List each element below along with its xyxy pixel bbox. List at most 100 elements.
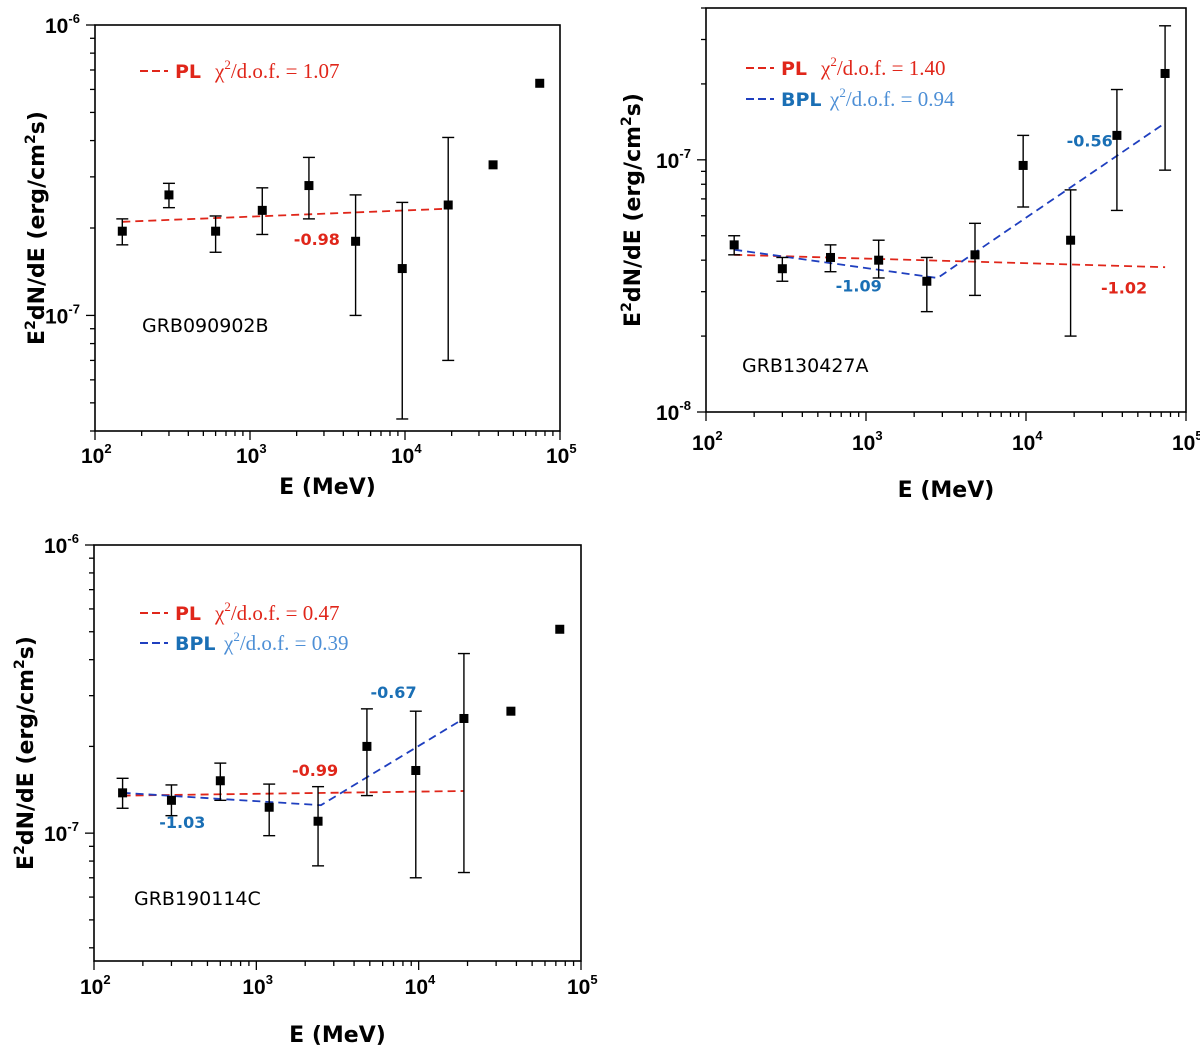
x-axis-title: E (MeV) (279, 475, 376, 500)
y-tick-label: 10-6 (44, 531, 79, 558)
y-tick-exponent: -7 (67, 819, 79, 834)
data-point (313, 816, 323, 826)
y-tick-exponent: -7 (68, 301, 80, 316)
data-point (215, 776, 225, 786)
legend-label-pl: PL (781, 58, 807, 80)
data-point (362, 741, 372, 751)
chi-sup: 2 (830, 54, 837, 69)
y-title-sup: 2 (12, 659, 28, 669)
x-tick-label: 105 (546, 441, 577, 468)
data-point (264, 802, 274, 812)
y-title-sup: 2 (23, 134, 39, 144)
legend-label-pl: PL (175, 603, 201, 625)
chi-sup: 2 (233, 629, 240, 644)
x-tick-exponent: 2 (103, 972, 110, 987)
chi-value: /d.o.f. = 0.47 (231, 601, 340, 625)
pl-fit-line (122, 207, 449, 223)
y-axis-title: E2dN/dE (erg/cm2s) (619, 93, 646, 327)
x-tick-label: 104 (405, 972, 436, 999)
data-point (488, 160, 498, 170)
x-tick-label: 103 (236, 441, 267, 468)
x-tick-label: 102 (692, 428, 723, 455)
x-tick-exponent: 3 (875, 428, 882, 443)
y-title-part: s) (621, 93, 646, 116)
legend-chi2: χ2/d.o.f. = 0.94 (829, 85, 955, 111)
legend-chi2: χ2/d.o.f. = 0.39 (223, 629, 349, 655)
chi-value: /d.o.f. = 1.40 (837, 56, 946, 80)
legend-chi2: χ2/d.o.f. = 1.40 (820, 54, 946, 80)
pl-fit-line (734, 253, 1166, 269)
data-point (826, 252, 836, 262)
x-tick-label: 103 (852, 428, 883, 455)
slope-label: -0.98 (294, 230, 340, 249)
grb-name: GRB190114C (134, 888, 261, 910)
x-tick-base: 10 (1012, 432, 1035, 455)
y-title-part: s) (25, 111, 50, 134)
data-point (459, 713, 469, 723)
slope-label: -0.67 (370, 683, 416, 702)
y-title-part: s) (14, 636, 39, 659)
y-tick-base: 10 (45, 15, 68, 38)
data-point (397, 264, 407, 274)
x-tick-label: 105 (567, 972, 598, 999)
data-point (164, 190, 174, 200)
data-point (443, 200, 453, 210)
chi-sup: 2 (224, 57, 231, 72)
y-tick-label: 10-7 (44, 819, 79, 846)
data-point (166, 795, 176, 805)
data-point (304, 181, 314, 191)
y-tick-exponent: -7 (679, 146, 691, 161)
x-tick-base: 10 (692, 432, 715, 455)
data-point (211, 226, 221, 236)
data-point (1112, 130, 1122, 140)
x-axis-title: E (MeV) (289, 1023, 386, 1048)
x-tick-exponent: 3 (266, 972, 273, 987)
data-point (257, 205, 267, 215)
data-point (970, 250, 980, 260)
y-title-sup: 2 (619, 116, 635, 126)
x-tick-exponent: 5 (569, 441, 576, 456)
y-title-part: E (621, 312, 646, 327)
y-tick-base: 10 (44, 823, 67, 846)
chi-symbol: χ (223, 631, 234, 655)
data-point (411, 765, 421, 775)
y-tick-label: 10-6 (45, 11, 80, 38)
y-axis-title: E2dN/dE (erg/cm2s) (23, 111, 50, 345)
slope-label: -0.56 (1067, 131, 1113, 150)
chi-symbol: χ (829, 87, 840, 111)
x-tick-base: 10 (405, 976, 428, 999)
legend-chi2: χ2/d.o.f. = 0.47 (214, 599, 340, 625)
data-point (555, 624, 565, 634)
x-tick-exponent: 5 (590, 972, 597, 987)
y-title-sup: 2 (23, 320, 39, 330)
bpl-fit-line (734, 122, 1166, 279)
data-point (777, 264, 787, 274)
x-tick-exponent: 4 (1035, 428, 1043, 443)
slope-label: -1.03 (159, 813, 205, 832)
data-point (1066, 235, 1076, 245)
x-tick-label: 102 (81, 441, 112, 468)
x-tick-label: 104 (1012, 428, 1043, 455)
legend-label-bpl: BPL (781, 89, 822, 111)
y-title-part: dN/dE (erg/cm (25, 144, 50, 320)
y-tick-base: 10 (44, 535, 67, 558)
x-tick-exponent: 2 (715, 428, 722, 443)
y-tick-base: 10 (45, 305, 68, 328)
data-point (1160, 68, 1170, 78)
y-title-part: E (25, 330, 50, 345)
data-point (874, 255, 884, 265)
data-point (729, 240, 739, 250)
y-title-part: dN/dE (erg/cm (621, 126, 646, 302)
y-tick-label: 10-7 (656, 146, 691, 173)
x-tick-base: 10 (236, 445, 259, 468)
grb-name: GRB130427A (742, 355, 869, 377)
legend-label-pl: PL (175, 61, 201, 83)
x-tick-label: 105 (1172, 428, 1200, 455)
y-tick-exponent: -6 (67, 531, 79, 546)
x-axis-title: E (MeV) (898, 478, 995, 503)
plot-frame (94, 24, 561, 432)
data-point (506, 706, 516, 716)
x-tick-label: 102 (80, 972, 111, 999)
